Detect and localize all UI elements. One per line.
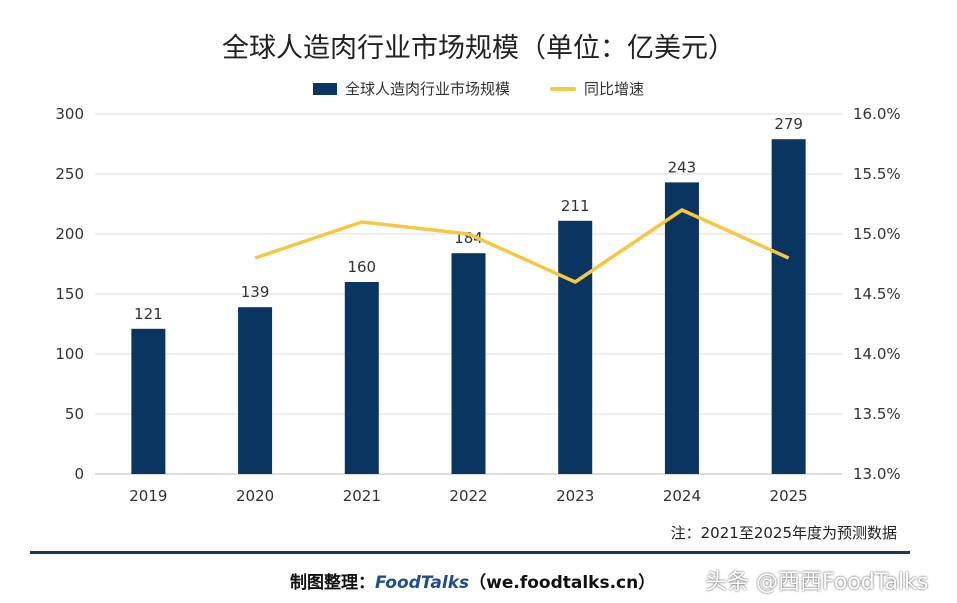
bar [771, 139, 806, 474]
y-tick-label: 300 [55, 105, 84, 123]
y2-tick-label: 13.0% [853, 465, 901, 483]
watermark: 头条 @西西FoodTalks [705, 570, 929, 595]
bar [344, 282, 379, 474]
y2-tick-label: 16.0% [853, 105, 901, 123]
bar [238, 307, 273, 474]
legend-label: 同比增速 [584, 80, 645, 98]
legend-label: 全球人造肉行业市场规模 [344, 80, 510, 98]
bar-data-label: 160 [347, 258, 376, 276]
y-tick-label: 0 [74, 465, 84, 483]
x-tick-label: 2025 [770, 487, 808, 505]
bar-data-label: 279 [774, 115, 803, 133]
y-tick-label: 150 [55, 285, 84, 303]
y2-tick-label: 14.5% [853, 285, 901, 303]
credit-url: （we.foodtalks.cn） [469, 573, 656, 593]
legend-swatch-bar [312, 82, 337, 95]
y-tick-label: 200 [55, 225, 84, 243]
bar-data-label: 139 [241, 283, 270, 301]
bar [131, 328, 166, 474]
y2-tick-label: 14.0% [853, 345, 901, 363]
legend: 全球人造肉行业市场规模 同比增速 [0, 78, 957, 99]
bar-data-label: 211 [561, 197, 590, 215]
y2-tick-label: 15.5% [853, 165, 901, 183]
bar [451, 253, 486, 474]
bar [664, 182, 699, 474]
legend-item-line: 同比增速 [550, 78, 644, 99]
growth-line [254, 208, 790, 284]
bar [558, 220, 593, 474]
x-tick-label: 2021 [343, 487, 381, 505]
y2-tick-label: 13.5% [853, 405, 901, 423]
y2-tick-label: 15.0% [853, 225, 901, 243]
chart-title: 全球人造肉行业市场规模（单位：亿美元） [222, 33, 735, 64]
x-tick-label: 2020 [236, 487, 274, 505]
x-tick-label: 2022 [449, 487, 487, 505]
bar-data-label: 243 [668, 158, 697, 176]
note: 注：2021至2025年度为预测数据 [670, 524, 897, 542]
y-tick-label: 250 [55, 165, 84, 183]
y-tick-label: 50 [65, 405, 84, 423]
y-tick-label: 100 [55, 345, 84, 363]
credit-brand: FoodTalks [375, 573, 470, 593]
bar-data-label: 121 [134, 305, 163, 323]
credit-label: 制图整理： [290, 573, 375, 593]
x-tick-label: 2023 [556, 487, 594, 505]
x-tick-label: 2019 [129, 487, 167, 505]
legend-item-bar: 全球人造肉行业市场规模 [312, 78, 510, 99]
x-tick-label: 2024 [663, 487, 701, 505]
legend-swatch-line [550, 86, 576, 91]
credit: 制图整理：FoodTalks（we.foodtalks.cn） [290, 568, 655, 593]
divider [30, 551, 910, 554]
